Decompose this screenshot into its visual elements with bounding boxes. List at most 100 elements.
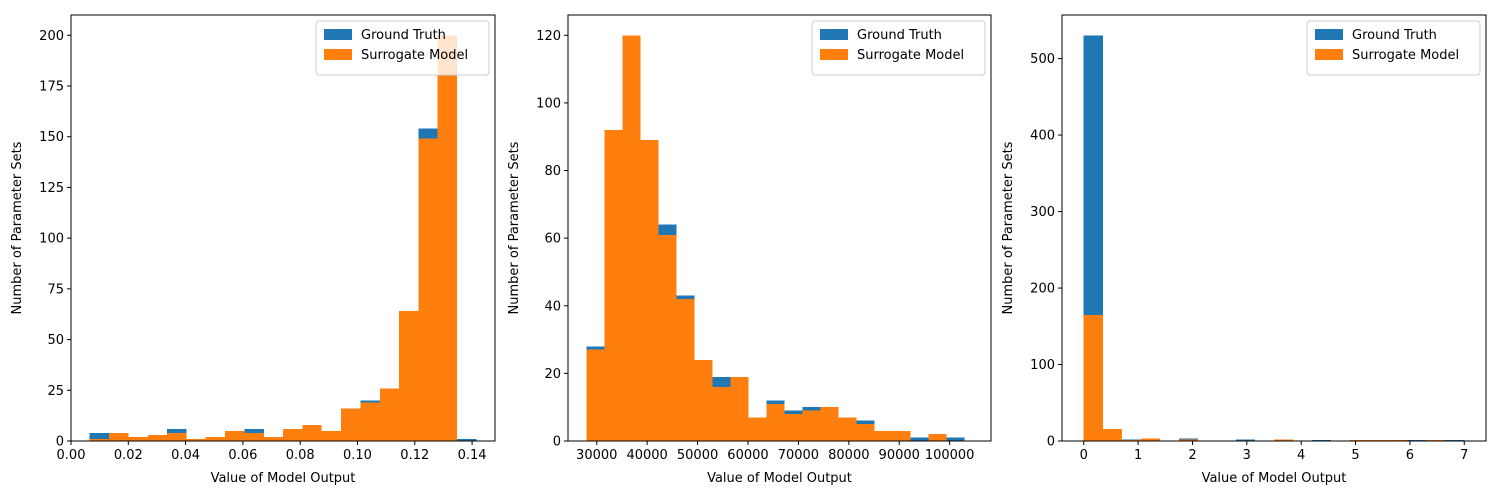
y-tick-label: 60 — [544, 232, 561, 247]
y-tick-label: 0 — [56, 435, 64, 450]
y-axis-title: Number of Parameter Sets — [10, 141, 25, 314]
histogram-bar — [457, 438, 477, 441]
legend-label: Ground Truth — [1352, 28, 1437, 43]
histogram-bar — [874, 430, 893, 441]
x-tick-label: 0.04 — [171, 448, 200, 463]
histogram-bar — [1274, 439, 1294, 441]
plot-frame — [567, 14, 992, 442]
histogram-bar — [225, 430, 245, 441]
histogram-bar — [147, 434, 167, 441]
plot-frame — [1061, 14, 1487, 442]
histogram-bar — [946, 437, 965, 441]
legend: Ground Truth Surrogate Model — [811, 20, 986, 76]
histogram-bar — [1121, 439, 1141, 441]
x-axis-title: Value of Model Output — [211, 471, 356, 486]
histogram-bar — [730, 376, 749, 441]
x-tick-label: 50000 — [677, 448, 718, 463]
histogram-panel-2: 30000 40000 50000 60000 70000 80000 90000 10000… — [507, 14, 992, 486]
histogram-bar — [802, 410, 821, 441]
legend-label: Surrogate Model — [361, 48, 468, 63]
histogram-bar — [910, 437, 929, 441]
histogram-bar — [437, 35, 458, 442]
legend-swatch-ground-truth — [820, 29, 848, 40]
x-tick-label: 0.10 — [343, 448, 372, 463]
histogram-bar — [1102, 428, 1122, 441]
y-tick-label: 200 — [39, 29, 64, 44]
x-tick-label: 100000 — [925, 448, 975, 463]
y-tick-label: 400 — [1030, 129, 1055, 144]
histogram-panel-3: 0 1 2 3 4 5 6 7 0 100 200 300 400 500 Value of Model O… — [1001, 14, 1487, 486]
x-tick-label: 1 — [1134, 448, 1142, 463]
histogram-bar — [302, 424, 322, 441]
legend-label: Ground Truth — [361, 28, 446, 43]
legend-box — [1306, 20, 1481, 76]
y-axis-title: Number of Parameter Sets — [1001, 141, 1016, 314]
histogram-bar — [399, 311, 419, 441]
histogram-bar — [784, 413, 803, 441]
legend-swatch-surrogate-model — [820, 49, 848, 60]
histogram-bar — [604, 129, 623, 441]
y-tick-label: 100 — [1030, 358, 1055, 373]
x-tick-label: 60000 — [727, 448, 768, 463]
x-tick-label: 2 — [1188, 448, 1196, 463]
x-tick-label: 30000 — [576, 448, 617, 463]
series-ground-truth — [1083, 35, 1465, 442]
x-tick-label: 0.06 — [228, 448, 257, 463]
legend: Ground Truth Surrogate Model — [1306, 20, 1481, 76]
histogram-bar — [244, 432, 264, 441]
histogram-bar — [1178, 439, 1198, 441]
y-tick-label: 500 — [1030, 52, 1055, 67]
y-tick-label: 200 — [1030, 282, 1055, 297]
histogram-bar — [676, 299, 695, 441]
y-tick-label: 0 — [553, 435, 561, 450]
histogram-bar — [341, 408, 361, 441]
x-tick-label: 90000 — [879, 448, 920, 463]
plot-frame — [70, 14, 496, 442]
legend-swatch-surrogate-model — [324, 49, 352, 60]
histogram-bar — [658, 234, 677, 441]
y-tick-label: 0 — [1047, 435, 1055, 450]
histogram-bar — [321, 430, 342, 441]
series-surrogate-model — [1083, 314, 1446, 441]
x-tick-label: 0.14 — [458, 448, 487, 463]
legend-box — [811, 20, 986, 76]
histogram-panel-1: 0.00 0.02 0.04 0.06 0.08 0.10 0.12 0.14 0 25 50 75 1… — [10, 14, 496, 486]
histogram-bar — [766, 403, 785, 441]
y-tick-label: 100 — [536, 96, 561, 111]
y-tick-label: 175 — [39, 80, 64, 95]
y-tick-label: 300 — [1030, 205, 1055, 220]
y-tick-label: 80 — [544, 164, 561, 179]
y-tick-label: 100 — [39, 232, 64, 247]
histogram-bar — [1235, 439, 1255, 441]
histogram-bar — [109, 432, 129, 441]
y-tick-label: 25 — [47, 384, 64, 399]
histogram-bar — [712, 386, 731, 441]
y-tick-label: 150 — [39, 130, 64, 145]
legend-box — [315, 20, 490, 76]
y-tick-label: 50 — [47, 333, 64, 348]
x-tick-label: 80000 — [828, 448, 869, 463]
histogram-bar — [360, 402, 380, 441]
histogram-bar — [205, 436, 226, 441]
series-surrogate-model — [586, 35, 947, 442]
legend-label: Ground Truth — [857, 28, 942, 43]
series-surrogate-model — [89, 35, 458, 442]
histogram-bar — [1083, 314, 1103, 441]
histogram-bar — [418, 138, 438, 441]
x-tick-label: 5 — [1351, 448, 1359, 463]
histogram-bar — [283, 428, 303, 441]
histogram-bar — [166, 432, 187, 441]
histogram-bar — [622, 35, 641, 442]
y-tick-label: 20 — [544, 367, 561, 382]
y-axis-title: Number of Parameter Sets — [507, 141, 522, 314]
histogram-bar — [379, 388, 400, 441]
y-tick-label: 75 — [47, 282, 64, 297]
x-tick-label: 70000 — [778, 448, 819, 463]
histogram-bar — [928, 434, 947, 441]
histogram-bar — [586, 349, 605, 441]
legend-swatch-ground-truth — [1315, 29, 1343, 40]
histogram-bar — [263, 436, 283, 441]
legend: Ground Truth Surrogate Model — [315, 20, 490, 76]
histogram-bar — [186, 438, 206, 441]
histogram-bar — [856, 424, 875, 441]
